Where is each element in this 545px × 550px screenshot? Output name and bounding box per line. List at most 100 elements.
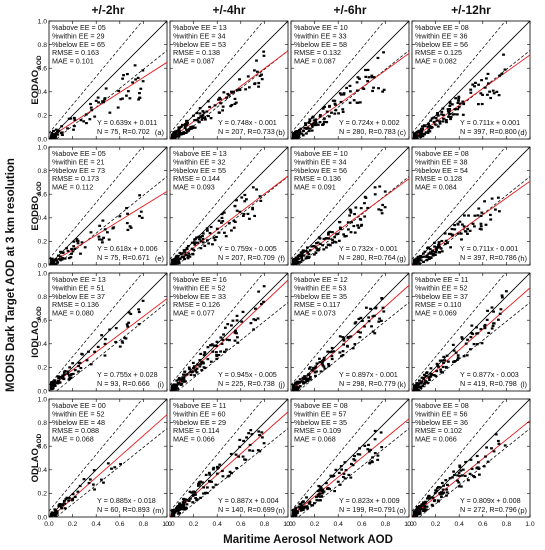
data-point xyxy=(138,96,142,99)
data-point xyxy=(54,257,58,261)
data-point xyxy=(56,261,60,264)
data-point xyxy=(174,257,178,260)
data-point xyxy=(359,331,362,334)
data-point xyxy=(251,208,255,211)
data-point xyxy=(434,248,438,251)
data-point xyxy=(60,503,64,506)
data-point xyxy=(425,255,428,259)
data-point xyxy=(483,200,486,203)
data-point xyxy=(448,108,452,111)
data-point xyxy=(457,485,461,488)
data-point xyxy=(103,228,107,231)
data-point xyxy=(69,256,73,259)
data-point xyxy=(415,387,419,390)
data-point xyxy=(425,505,429,508)
data-point xyxy=(331,238,334,242)
data-point xyxy=(304,123,308,127)
data-point xyxy=(108,328,112,331)
data-point xyxy=(447,109,451,112)
data-point xyxy=(246,212,250,216)
data-point xyxy=(60,125,64,128)
data-point xyxy=(451,113,455,116)
data-point xyxy=(187,254,190,257)
data-point xyxy=(230,324,233,327)
data-point xyxy=(424,380,427,383)
data-point xyxy=(429,252,433,255)
data-point xyxy=(211,468,215,471)
ee-upper-line xyxy=(170,21,264,134)
data-point xyxy=(193,119,197,122)
data-point xyxy=(178,382,182,385)
data-point xyxy=(440,239,444,243)
data-point xyxy=(340,468,344,471)
data-point xyxy=(448,104,452,108)
data-point xyxy=(376,56,380,60)
data-point xyxy=(172,134,176,138)
data-point xyxy=(383,190,387,193)
data-point xyxy=(177,512,180,515)
data-point xyxy=(183,125,187,128)
data-point xyxy=(338,483,342,486)
data-point xyxy=(85,359,89,362)
data-point xyxy=(73,116,76,120)
data-point xyxy=(483,325,487,328)
data-point xyxy=(466,479,470,482)
data-point xyxy=(217,98,220,101)
data-point xyxy=(245,198,248,201)
data-point xyxy=(307,253,311,256)
data-point xyxy=(126,90,130,93)
data-point xyxy=(189,125,193,129)
stat-line: %above EE = 08 xyxy=(415,23,469,32)
data-point xyxy=(373,186,377,189)
data-point xyxy=(127,321,131,324)
data-point xyxy=(456,479,459,482)
data-point xyxy=(173,386,177,389)
data-point xyxy=(251,186,255,189)
data-point xyxy=(306,246,309,249)
data-point xyxy=(195,371,199,374)
data-point xyxy=(122,74,125,77)
data-point xyxy=(127,311,131,314)
n-r-summary: N = 397, R=0.800 xyxy=(460,127,517,136)
regression-equation: Y = 0.711x + 0.001 xyxy=(460,118,520,127)
data-point xyxy=(318,361,322,364)
data-point xyxy=(66,370,70,373)
data-point xyxy=(368,461,372,464)
data-point xyxy=(207,479,211,483)
data-point xyxy=(255,70,259,73)
ee-lower-line xyxy=(297,302,409,391)
data-point xyxy=(49,384,53,387)
data-point xyxy=(439,247,443,250)
data-point xyxy=(50,511,54,514)
data-point xyxy=(177,127,181,131)
data-point xyxy=(342,337,346,340)
data-point xyxy=(454,97,458,100)
data-point xyxy=(174,135,178,138)
data-point xyxy=(445,494,448,497)
data-point xyxy=(443,232,447,235)
stat-line: %within EE = 32 xyxy=(173,157,226,166)
data-point xyxy=(179,383,183,386)
data-point xyxy=(299,127,303,130)
stat-line: MAE = 0.068 xyxy=(52,435,94,444)
data-point xyxy=(416,509,420,512)
data-point xyxy=(484,77,488,80)
data-point xyxy=(423,250,427,253)
data-point xyxy=(56,130,60,134)
data-point xyxy=(313,502,316,505)
stat-line: %above EE = 08 xyxy=(415,401,469,410)
data-point xyxy=(413,263,416,265)
data-point xyxy=(76,239,80,242)
data-point xyxy=(207,471,211,474)
data-point xyxy=(348,84,352,87)
data-point xyxy=(327,231,330,234)
data-points xyxy=(291,51,386,139)
stat-line: RMSE = 0.110 xyxy=(415,300,461,309)
data-point xyxy=(308,119,312,122)
data-point xyxy=(453,224,456,227)
data-point xyxy=(295,261,298,264)
data-point xyxy=(300,507,303,511)
data-point xyxy=(320,362,324,365)
data-point xyxy=(245,436,248,439)
data-point xyxy=(412,387,416,390)
